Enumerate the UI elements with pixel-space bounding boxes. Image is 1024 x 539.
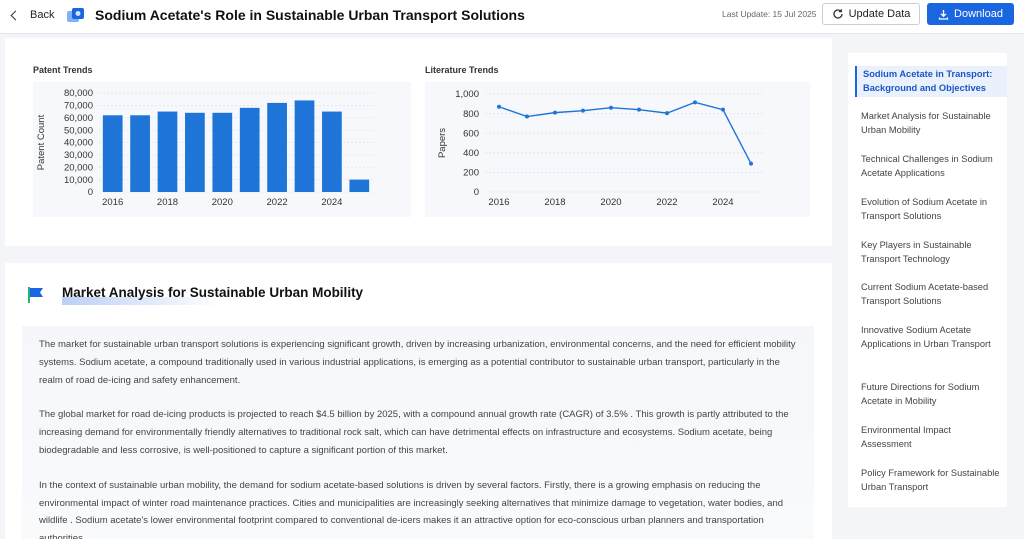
toc-item-future-directions[interactable]: Future Directions for Sodium Acetate in … [861, 380, 1001, 408]
flag-icon [26, 286, 46, 304]
market-section-title: Market Analysis for Sustainable Urban Mo… [62, 284, 363, 302]
x-tick-label: 2024 [321, 197, 342, 208]
data-point [693, 100, 697, 104]
toc-item-current-solutions[interactable]: Current Sodium Acetate-based Transport S… [861, 280, 1001, 308]
x-tick-label: 2024 [712, 197, 733, 208]
toc-item-evolution[interactable]: Evolution of Sodium Acetate in Transport… [861, 195, 1001, 223]
data-point [637, 108, 641, 112]
y-axis-label: Patent Count [36, 114, 47, 170]
toc-item-technical-challenges[interactable]: Technical Challenges in Sodium Acetate A… [861, 152, 1001, 180]
data-point [609, 106, 613, 110]
page-title: Sodium Acetate's Role in Sustainable Urb… [95, 6, 525, 24]
x-tick-label: 2018 [544, 197, 565, 208]
literature-trends-chart: 0 200 400 600 800 1,000 Papers 2016 2018 2020 2022… [425, 82, 810, 217]
x-tick-label: 2016 [102, 197, 123, 208]
y-tick-label: 0 [88, 187, 93, 198]
toc-item-innovative-applications[interactable]: Innovative Sodium Acetate Applications i… [861, 323, 1001, 351]
market-paragraph: The global market for road de-icing prod… [39, 406, 798, 459]
market-paragraph: In the context of sustainable urban mobi… [39, 477, 798, 539]
y-tick-label: 600 [463, 128, 479, 139]
data-point [749, 162, 753, 166]
last-update-text: Last Update: 15 Jul 2025 [722, 8, 817, 20]
bar [322, 112, 342, 192]
y-tick-label: 0 [474, 187, 479, 198]
data-point [665, 111, 669, 115]
literature-chart-box: 0 200 400 600 800 1,000 Papers 2016 2018 2020 2022… [425, 82, 810, 217]
download-icon [938, 9, 949, 20]
data-point [721, 108, 725, 112]
x-tick-label: 2016 [488, 197, 509, 208]
table-of-contents: Sodium Acetate in Transport: Background … [848, 53, 1007, 507]
patent-trends-chart: 010,000 20,00030,00040,000 50,00060,00070,… [33, 82, 411, 217]
toc-item-background[interactable]: Sodium Acetate in Transport: Background … [855, 66, 1007, 97]
refresh-icon [832, 8, 844, 20]
bar [103, 115, 123, 192]
market-paragraph: The market for sustainable urban transpo… [39, 336, 798, 389]
bar [267, 103, 287, 192]
back-label: Back [30, 9, 54, 21]
y-tick-label: 70,000 [64, 101, 93, 112]
x-tick-label: 2018 [157, 197, 178, 208]
bar [158, 112, 178, 192]
update-data-label: Update Data [849, 8, 911, 20]
back-button[interactable]: Back [8, 6, 54, 24]
bar [295, 100, 315, 192]
report-logo-icon [66, 6, 86, 24]
literature-chart-title: Literature Trends [425, 65, 499, 75]
y-tick-label: 10,000 [64, 175, 93, 186]
toc-item-environmental-impact[interactable]: Environmental Impact Assessment [861, 423, 1001, 451]
toc-item-key-players[interactable]: Key Players in Sustainable Transport Tec… [861, 238, 1001, 266]
y-tick-label: 400 [463, 148, 479, 159]
patent-chart-box: 010,000 20,00030,00040,000 50,00060,00070,… [33, 82, 411, 217]
y-tick-label: 60,000 [64, 113, 93, 124]
y-tick-label: 1,000 [455, 89, 479, 100]
download-button[interactable]: Download [927, 3, 1014, 25]
y-tick-label: 40,000 [64, 138, 93, 149]
y-tick-label: 80,000 [64, 88, 93, 99]
toc-item-market-analysis[interactable]: Market Analysis for Sustainable Urban Mo… [861, 109, 1001, 137]
data-point [553, 111, 557, 115]
bar [130, 115, 150, 192]
bar [212, 113, 232, 192]
toc-item-policy-framework[interactable]: Policy Framework for Sustainable Urban T… [861, 466, 1001, 494]
x-tick-label: 2020 [600, 197, 621, 208]
y-tick-label: 50,000 [64, 125, 93, 136]
y-tick-label: 800 [463, 109, 479, 120]
data-point [525, 115, 529, 119]
y-tick-label: 200 [463, 168, 479, 179]
x-tick-label: 2022 [656, 197, 677, 208]
data-point [581, 109, 585, 113]
bar [185, 113, 205, 192]
update-data-button[interactable]: Update Data [822, 3, 920, 25]
bar [240, 108, 260, 192]
x-tick-label: 2020 [212, 197, 233, 208]
top-bar: Back Sodium Acetate's Role in Sustainabl… [0, 0, 1024, 34]
bar [349, 180, 369, 192]
y-axis-label: Papers [437, 128, 448, 158]
x-tick-label: 2022 [267, 197, 288, 208]
y-tick-label: 30,000 [64, 150, 93, 161]
download-label: Download [954, 8, 1003, 20]
y-tick-label: 20,000 [64, 162, 93, 173]
market-text-block: The market for sustainable urban transpo… [22, 326, 814, 539]
patent-chart-title: Patent Trends [33, 65, 93, 75]
data-point [497, 105, 501, 109]
chevron-left-icon [11, 10, 21, 20]
